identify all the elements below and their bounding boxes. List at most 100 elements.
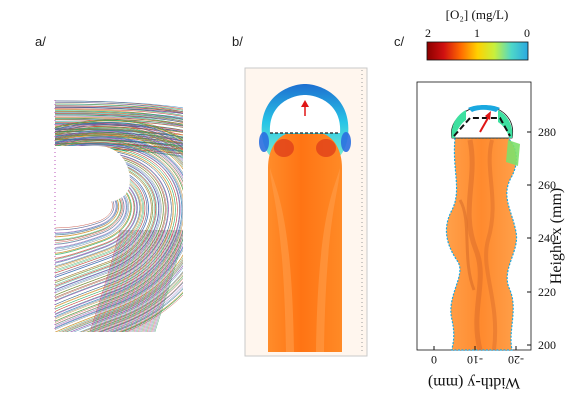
y-tick-label: 200 [538, 338, 556, 352]
streamline [55, 108, 183, 117]
streamline [55, 148, 174, 315]
wavy-column [445, 137, 518, 351]
streamline [116, 229, 147, 332]
streamline [110, 229, 142, 332]
bubble-cavity [55, 146, 130, 205]
y-tick-label: 220 [538, 285, 556, 299]
x-tick-label: 0 [431, 353, 437, 367]
streamline [131, 229, 163, 332]
streamline [100, 229, 132, 332]
streamline [55, 116, 183, 125]
streamline [55, 143, 182, 327]
streamline [97, 229, 128, 332]
streamline [91, 229, 123, 332]
streamline [133, 229, 165, 332]
streamline [141, 229, 172, 332]
neck-blob-left [274, 139, 294, 157]
streamline [55, 128, 183, 332]
streamline [144, 229, 176, 332]
streamline [55, 124, 183, 332]
colorbar: [O₂] (mg/L) 2 1 0 [425, 7, 530, 61]
streamline [127, 229, 158, 332]
streamline [119, 229, 150, 332]
neck-blob-right [316, 139, 336, 157]
interface-dashed [453, 117, 511, 137]
streamline [89, 229, 121, 332]
streamline [55, 119, 183, 332]
streamline [105, 229, 136, 332]
x-axis: 0 -10 -20 Width-y (mm) [428, 346, 524, 391]
bubble-rim-top [468, 105, 500, 112]
panel-a-label: a/ [35, 34, 46, 49]
streamline [118, 229, 149, 332]
streamline [132, 229, 164, 332]
edge-patch-right [341, 132, 351, 152]
streamline [55, 115, 183, 126]
streamline [154, 236, 183, 332]
colorbar-gradient [426, 41, 529, 61]
streamline [129, 229, 160, 332]
streamline [128, 229, 159, 332]
streamline [55, 107, 183, 114]
streamline [124, 229, 156, 332]
streamline [55, 120, 183, 332]
streamline [90, 229, 122, 332]
streamline [55, 134, 183, 332]
streak [458, 199, 476, 291]
streamline [113, 229, 145, 332]
streamline [153, 232, 183, 332]
streamline [130, 229, 161, 332]
x-axis-title: Width-y (mm) [428, 374, 520, 391]
streamline [98, 229, 130, 332]
streamline [55, 122, 183, 332]
streamline [55, 105, 183, 113]
y-tick-label: 280 [538, 125, 556, 139]
streamline [140, 229, 171, 332]
bubble-rim-right [498, 110, 513, 138]
y-tick-label: 240 [538, 231, 556, 245]
colorbar-tick: 2 [425, 26, 431, 40]
streamline [145, 229, 177, 332]
panel-b-label: b/ [232, 34, 243, 49]
velocity-arrow [479, 117, 489, 133]
streamline [55, 134, 183, 332]
streamline [55, 130, 183, 332]
streamline [109, 229, 141, 332]
streamline [55, 123, 183, 332]
streamline [55, 140, 183, 332]
streamline [55, 142, 183, 330]
streamline [126, 229, 157, 332]
streamline [55, 149, 172, 312]
y-tick-label: 260 [538, 178, 556, 192]
streamline [55, 129, 183, 138]
streamline [122, 229, 154, 332]
streamline [96, 229, 127, 332]
wake-left [270, 168, 294, 352]
streamline [102, 229, 134, 332]
streak [466, 139, 483, 351]
streamline [55, 110, 183, 120]
streamline [111, 229, 143, 332]
streamline [143, 229, 175, 332]
y-axis: 200 220 240 260 280 Height-x (mm) [527, 125, 565, 352]
streamline [149, 229, 180, 332]
streamline [134, 229, 166, 332]
streamline [101, 229, 133, 332]
streamline [138, 229, 169, 332]
streamline [106, 229, 137, 332]
streamline [94, 229, 125, 332]
colorbar-title: [O₂] (mg/L) [446, 7, 509, 22]
streamline [55, 112, 183, 121]
streamline [95, 229, 126, 332]
streamline [104, 229, 135, 332]
streamline [115, 229, 146, 332]
streamline [55, 120, 183, 332]
streamline [93, 229, 124, 332]
streamline [55, 122, 183, 332]
streamline [55, 133, 183, 332]
streamline [148, 229, 179, 332]
streamline [55, 120, 183, 332]
streamline [55, 142, 183, 329]
